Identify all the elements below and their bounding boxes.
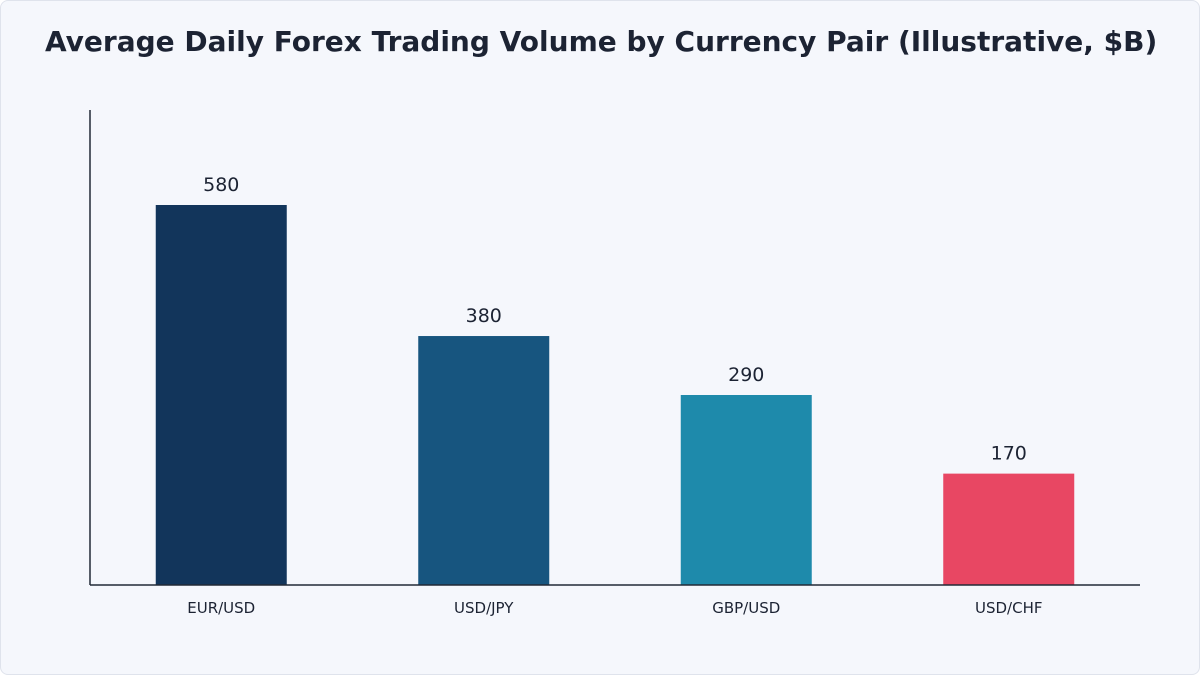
- value-label: 580: [203, 174, 239, 196]
- value-label: 290: [728, 364, 764, 386]
- category-labels-group: EUR/USD USD/JPY GBP/USD USD/CHF: [187, 599, 1042, 617]
- chart-title: Average Daily Forex Trading Volume by Cu…: [45, 25, 1158, 58]
- bar-gbp-usd: [680, 395, 812, 585]
- category-tick-label: GBP/USD: [712, 599, 780, 617]
- bar-eur-usd: [155, 205, 287, 585]
- bar-usd-chf: [943, 473, 1075, 585]
- value-label: 170: [991, 443, 1027, 465]
- value-labels-group: 580 380 290 170: [203, 174, 1027, 465]
- bars-group: [155, 205, 1075, 585]
- category-tick-label: EUR/USD: [187, 599, 255, 617]
- category-tick-label: USD/CHF: [975, 599, 1043, 617]
- value-label: 380: [466, 305, 502, 327]
- bar-usd-jpy: [418, 336, 550, 585]
- category-tick-label: USD/JPY: [454, 599, 514, 617]
